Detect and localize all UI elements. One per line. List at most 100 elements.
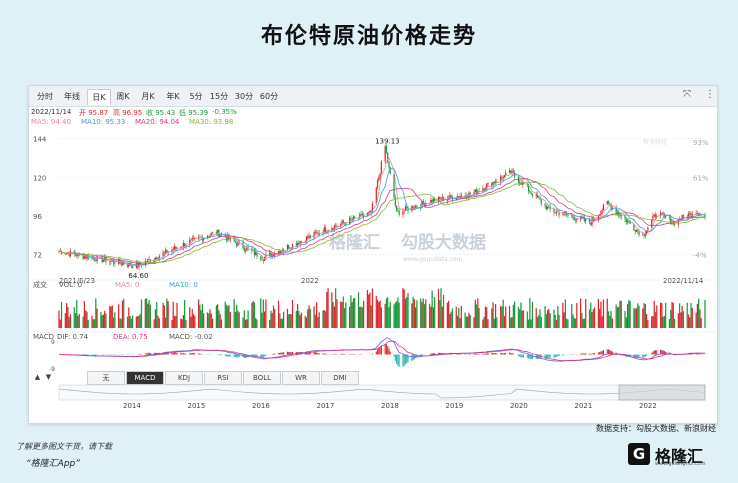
volume-bar-81 [201,303,204,328]
candle-body-18 [91,257,93,260]
volume-bar-187 [389,301,391,328]
volume-bar-19 [92,319,94,328]
volume-bar-106 [246,319,248,328]
more-vertical-icon[interactable]: ⋮ [705,89,715,100]
volume-bar-262 [522,310,525,328]
candle-body-36 [121,263,124,265]
volume-bar-40 [129,315,131,328]
macd-bar-235 [476,353,478,355]
candle-body-2 [60,251,63,255]
macd-bar-248 [500,352,502,355]
macd-bar-69 [181,353,183,355]
indicator-tab-0[interactable]: 无 [87,371,125,385]
volume-bar-100 [236,304,238,328]
app-name: “格隆汇App” [26,459,80,469]
macd-bar-294 [581,353,583,355]
candle-body-101 [237,242,239,246]
macd-bar-360 [698,353,700,355]
candle-body-41 [130,265,132,267]
candle-body-136 [299,241,301,245]
volume-bar-344 [670,309,672,328]
volume-bar-341 [663,315,666,328]
volume-bar-221 [450,311,452,328]
macd-bar-71 [184,353,186,355]
indicator-tab-4[interactable]: BOLL [243,371,281,385]
macd-bar-264 [528,354,530,359]
candle-body-296 [583,217,586,221]
macd-bar-245 [493,353,495,355]
macd-bar-141 [308,352,310,355]
y-tick-1: 96 [33,213,42,221]
candle-body-359 [696,213,699,214]
volume-bar-89 [217,304,219,328]
candle-body-344 [670,217,672,225]
volume-bar-128 [286,308,289,328]
ma20-label: MA20: 94.04 [135,118,180,126]
tab-8[interactable]: 30分 [234,92,254,101]
tab-6[interactable]: 5分 [189,92,203,101]
volume-bar-113 [260,298,262,328]
indicator-tab-6[interactable]: DMI [321,371,359,385]
tab-7[interactable]: 15分 [209,92,229,101]
candle-body-38 [126,264,129,267]
volume-bar-59 [163,305,165,328]
tab-0[interactable]: 分时 [37,92,53,101]
volume-bar-46 [139,313,141,328]
tab-9[interactable]: 60分 [259,92,279,101]
candle-body-228 [464,195,466,197]
volume-bar-184 [385,298,388,328]
candle-body-75 [191,238,193,240]
macd-bar-54 [154,352,156,355]
tab-4[interactable]: 月K [141,92,155,101]
volume-bar-112 [256,319,258,328]
candle-body-282 [558,211,560,216]
candle-body-134 [296,242,299,246]
volume-bar-331 [645,314,648,328]
indicator-tab-5[interactable]: WR [282,371,320,385]
volume-bar-320 [626,304,629,328]
candle-body-61 [166,249,168,254]
macd-bar-270 [538,354,540,359]
volume-bar-266 [530,319,532,328]
candle-body-325 [635,229,638,232]
tab-3[interactable]: 周K [116,92,130,101]
volume-bar-88 [215,305,217,328]
volume-bar-137 [300,312,303,328]
candle-body-59 [163,252,165,253]
candle-body-324 [634,229,636,232]
volume-bar-230 [467,316,469,328]
indicator-tab-1[interactable]: MACD [126,371,164,385]
volume-bar-245 [493,318,495,328]
y-tick-0: 72 [33,252,42,260]
candle-body-145 [316,232,318,234]
candle-body-320 [626,220,629,223]
volume-bar-70 [182,315,184,328]
volume-bar-99 [234,311,237,328]
indicator-tab-3[interactable]: RSI [204,371,242,385]
macd-bar-18 [91,354,93,356]
tab-5[interactable]: 年K [166,92,180,101]
volume-bar-32 [114,312,116,328]
tab-1[interactable]: 年线 [64,92,80,101]
volume-bar-48 [144,298,146,328]
candle-body-249 [501,176,503,178]
macd-bar-181 [379,347,381,355]
candle-body-83 [206,236,209,238]
volume-bar-310 [609,315,611,328]
candle-body-124 [279,251,281,254]
volume-bar-181 [379,300,381,328]
scroll-up-arrow[interactable]: ▲ [34,373,41,381]
scroll-down-arrow[interactable]: ▼ [45,373,52,381]
volume-bar-23 [100,311,102,328]
candle-body-13 [82,254,84,259]
candle-body-353 [686,216,688,218]
macd-bar-107 [247,354,249,358]
indicator-tab-2[interactable]: KDJ [165,371,203,385]
tab-2[interactable]: 日K [87,89,111,105]
macd-bar-73 [189,353,191,355]
candle-body-162 [345,222,347,225]
candle-body-141 [308,235,310,238]
volume-bar-4 [65,303,68,328]
volume-bar-0 [58,310,60,328]
expand-icon[interactable]: ⤧ [683,89,691,100]
